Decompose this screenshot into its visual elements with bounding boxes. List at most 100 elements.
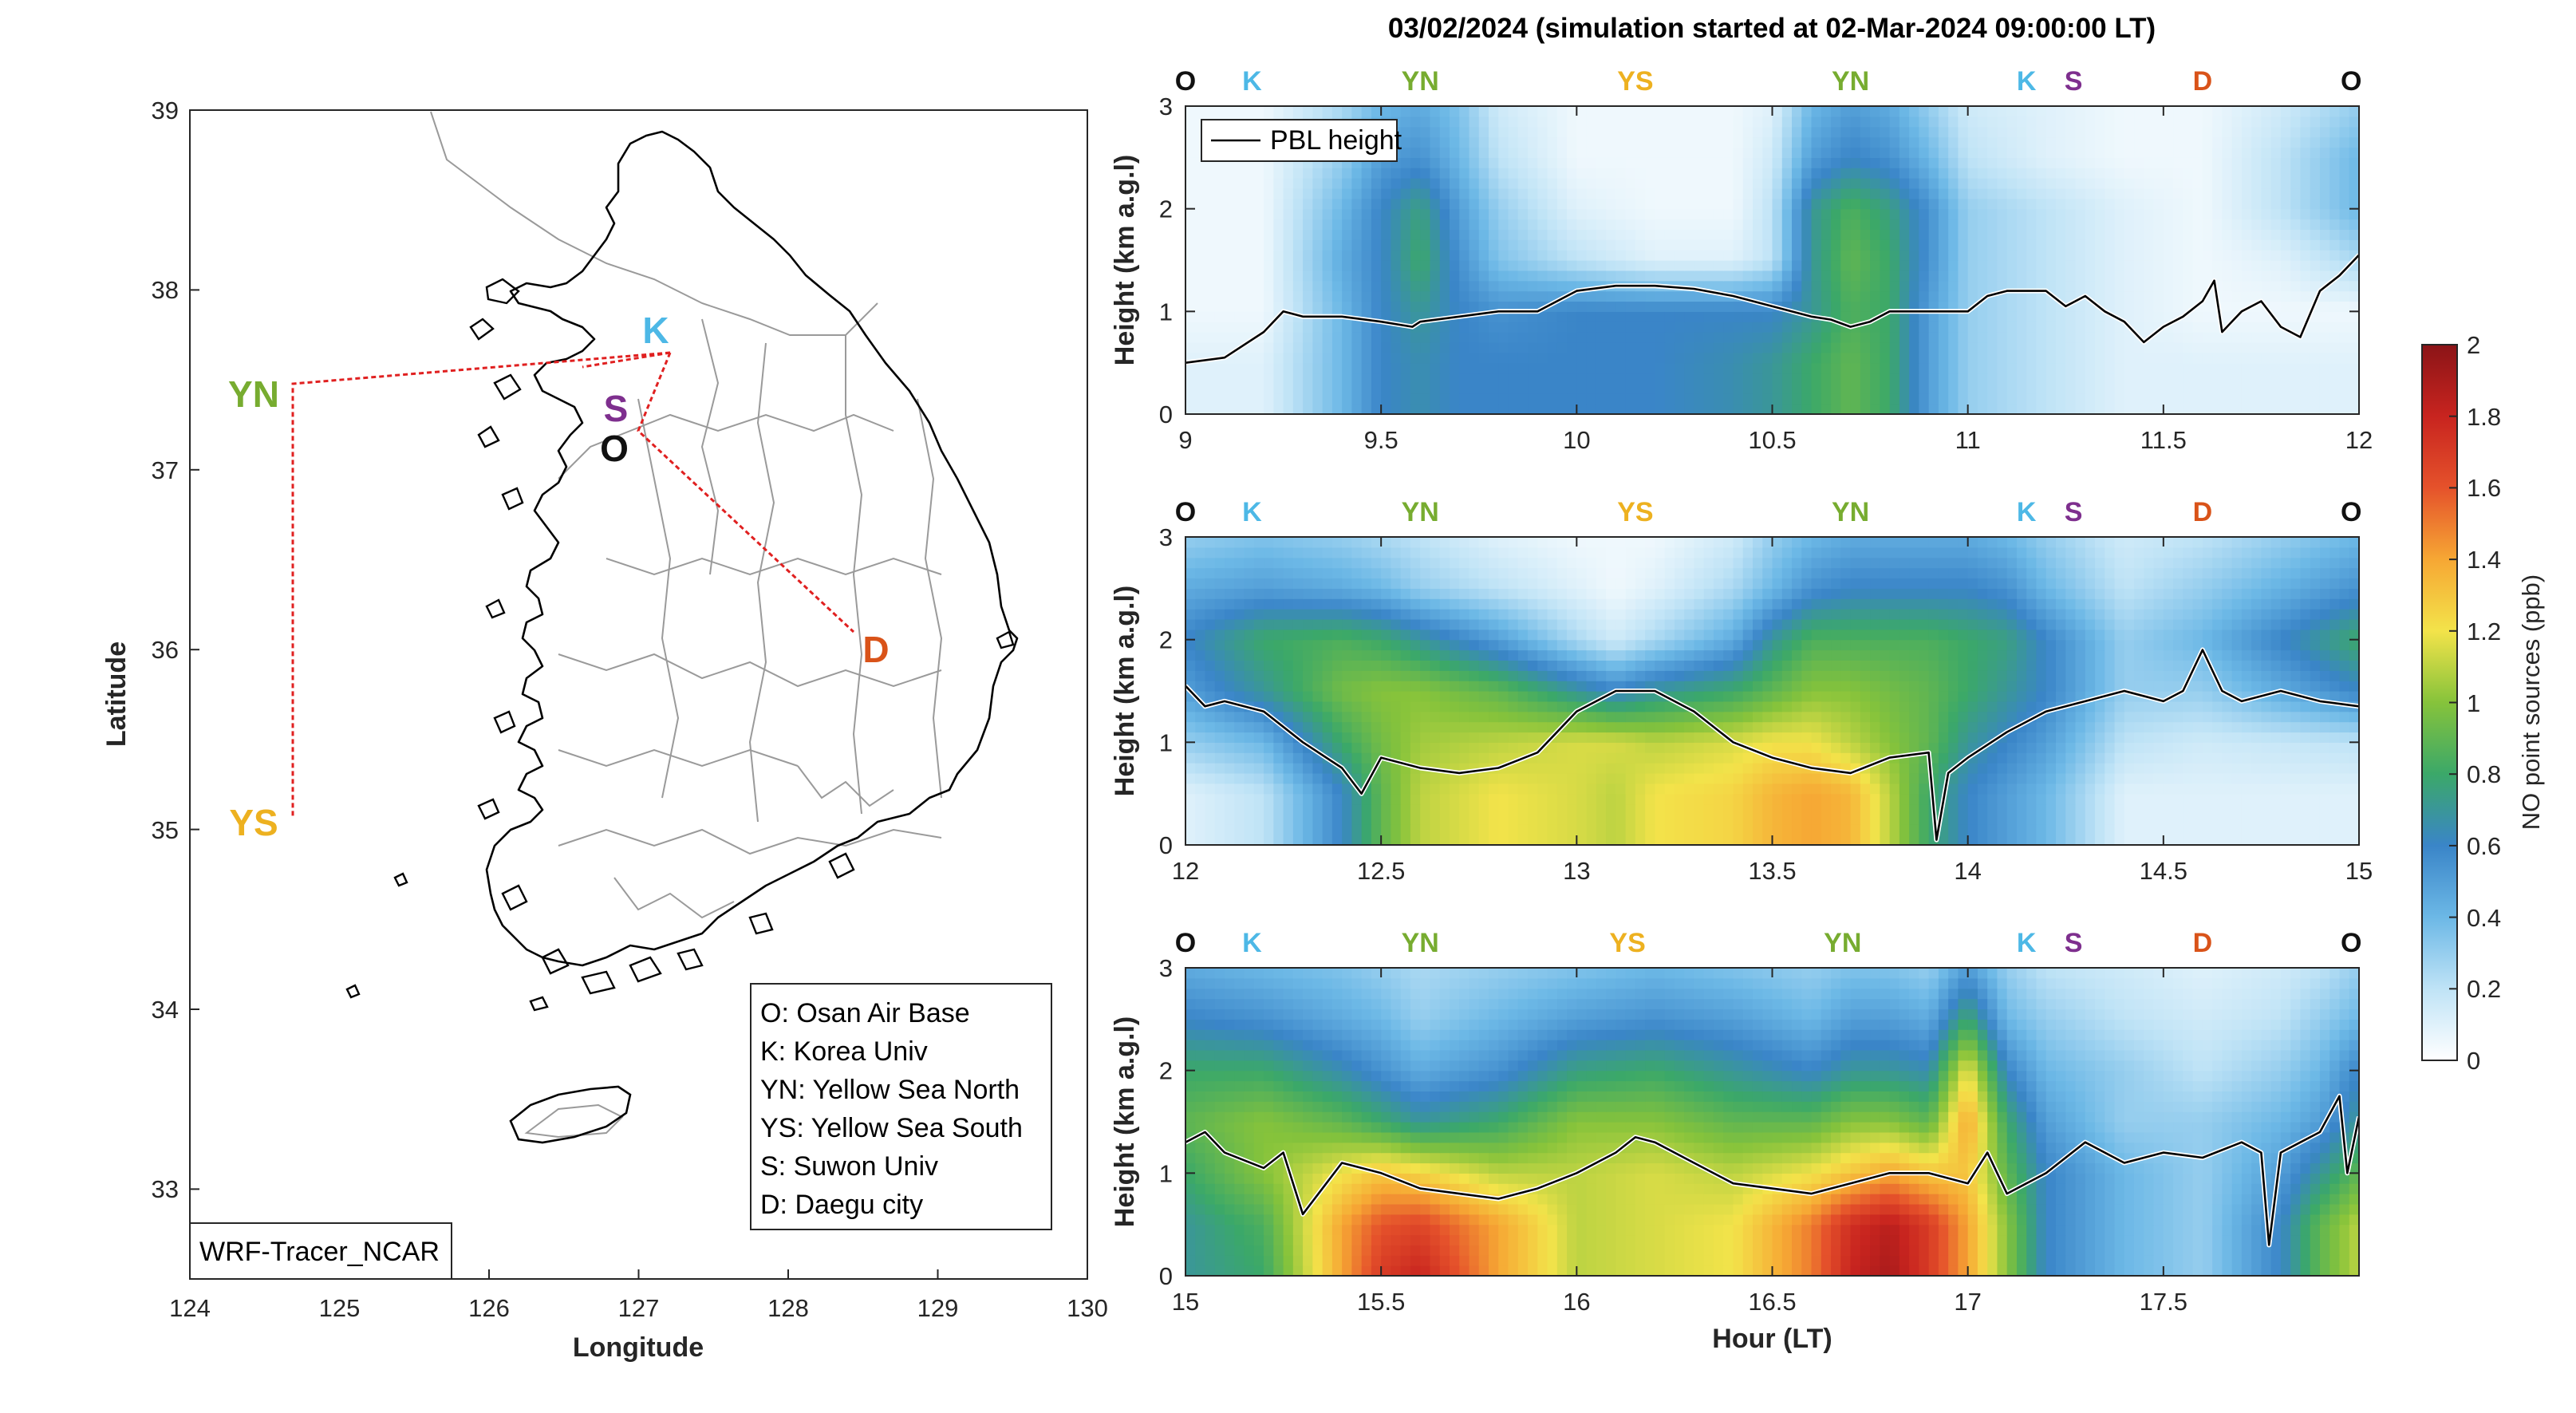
heatmap-cell [1253,168,1264,179]
heatmap-cell [1567,239,1577,251]
heatmap-cell [1889,352,1900,364]
heatmap-cell [2212,116,2223,128]
heatmap-cell [2163,752,2174,764]
heatmap-cell [2036,404,2047,414]
heatmap-cell [1567,311,1577,322]
heatmap-cell [2290,168,2302,179]
heatmap-cell [1469,772,1480,784]
heatmap-cell [2006,106,2018,117]
heatmap-cell [1703,383,1714,394]
heatmap-cell [1381,208,1392,220]
heatmap-cell [1870,362,1880,374]
heatmap-cell [1606,373,1616,384]
heatmap-cell [1635,393,1646,405]
heatmap-cell [2300,772,2311,784]
heatmap-cell [2251,824,2262,835]
heatmap-cell [2036,136,2047,148]
heatmap-cell [2105,290,2116,302]
heatmap-cell [1214,732,1225,743]
heatmap-cell [1234,290,1245,302]
heatmap-cell [1361,404,1372,414]
heatmap-cell [1537,250,1548,261]
heatmap-cell [1214,290,1225,302]
heatmap-cell [1684,157,1695,168]
heatmap-cell [2261,219,2272,230]
heatmap-cell [1831,803,1841,815]
heatmap-cell [1185,732,1196,743]
heatmap-cell [1694,250,1705,261]
heatmap-cell [2212,187,2223,199]
heatmap-cell [1576,742,1588,753]
heatmap-cell [2055,383,2066,394]
heatmap-cell [2192,208,2203,220]
heatmap-cell [1606,732,1616,743]
heatmap-cell [1899,208,1910,220]
heatmap-cell [1723,136,1734,148]
heatmap-cell [1713,332,1724,343]
heatmap-cell [2319,793,2330,805]
heatmap-cell [1723,322,1734,333]
heatmap-cell [2134,742,2144,753]
heatmap-cell [1703,824,1714,835]
heatmap-cell [1938,352,1949,364]
heatmap-cell [1958,250,1969,261]
heatmap-cell [2065,157,2077,168]
heatmap-cell [1303,198,1313,210]
heatmap-cell [2055,239,2066,251]
heatmap-cell [2075,824,2086,835]
heatmap-cell [1205,814,1216,825]
heatmap-cell [2153,835,2164,845]
heatmap-cell [1576,341,1588,353]
heatmap-cell [2192,332,2203,343]
heatmap-cell [1948,783,1959,795]
heatmap-cell [2192,752,2203,764]
heatmap-cell [1459,219,1470,230]
heatmap-cell [1928,168,1939,179]
heatmap-cell [1742,147,1753,158]
heatmap-cell [1909,198,1919,210]
heatmap-cell [2251,393,2262,405]
heatmap-cell [1185,404,1196,414]
heatmap-cell [1870,393,1880,405]
heatmap-cell [2036,752,2047,764]
heatmap-cell [1987,793,1998,805]
heatmap-cell [2006,332,2018,343]
heatmap-cell [1430,824,1441,835]
heatmap-cell [1880,322,1891,333]
heatmap-cell [2222,250,2233,261]
heatmap-cell [1410,824,1421,835]
heatmap-cell [2310,814,2321,825]
heatmap-cell [2134,239,2144,251]
heatmap-cell [1684,803,1695,815]
heatmap-cell [2163,147,2174,158]
heatmap-cell [2319,168,2330,179]
heatmap-cell [1713,187,1724,199]
heatmap-cell [1860,157,1871,168]
heatmap-cell [1674,250,1685,261]
heatmap-cell [1792,332,1802,343]
heatmap-cell [1967,824,1978,835]
heatmap-cell [1195,362,1206,374]
heatmap-cell [1195,187,1206,199]
heatmap-cell [1977,322,1988,333]
heatmap-cell [1635,783,1646,795]
heatmap-cell [1342,198,1352,210]
heatmap-cell [1752,168,1763,179]
heatmap-cell [2339,157,2350,168]
heatmap-cell [1762,157,1773,168]
heatmap-cell [1273,229,1284,240]
heatmap-cell [2006,341,2018,353]
heatmap-cell [1195,219,1206,230]
heatmap-cell [2261,783,2272,795]
heatmap-cell [1606,742,1616,753]
heatmap-cell [1615,229,1627,240]
map-site-label-ys: YS [229,802,278,843]
heatmap-cell [1556,157,1568,168]
heatmap-cell [1410,835,1421,845]
heatmap-cell [1567,793,1577,805]
heatmap-cell [2173,168,2183,179]
heatmap-cell [1870,147,1880,158]
heatmap-cell [2202,301,2213,312]
heatmap-cell [1928,383,1939,394]
heatmap-cell [2192,341,2203,353]
